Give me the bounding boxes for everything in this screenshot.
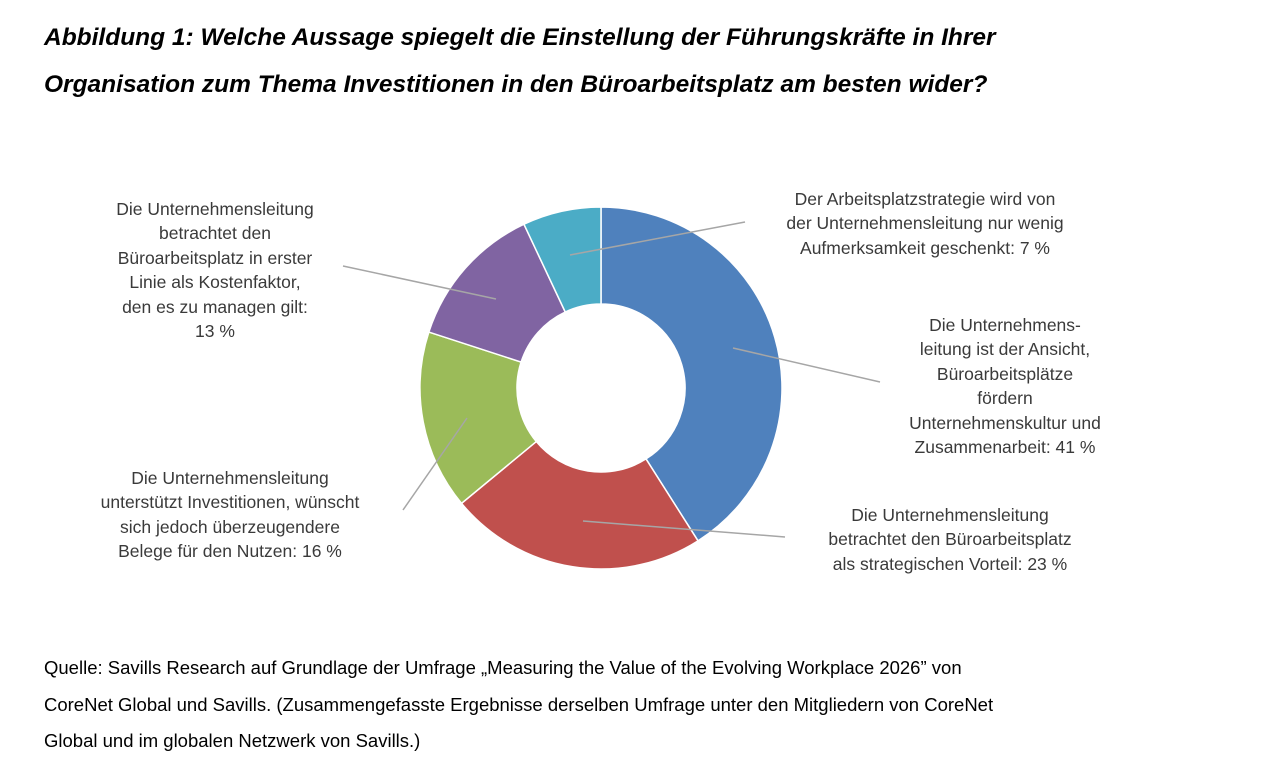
chart-title-line: Organisation zum Thema Investitionen in … xyxy=(44,71,988,98)
slice-label-line: Belege für den Nutzen: 16 % xyxy=(118,541,342,562)
slice-label-line: betrachtet den Büroarbeitsplatz xyxy=(828,529,1072,550)
leader-line-slice-16 xyxy=(402,417,468,511)
leader-line-slice-13 xyxy=(342,265,497,300)
chart-title: Abbildung 1: Welche Aussage spiegelt die… xyxy=(44,14,1244,108)
slice-label-line: Der Arbeitsplatzstrategie wird von xyxy=(794,189,1056,209)
source-line: CoreNet Global und Savills. (Zusammengef… xyxy=(44,693,994,715)
slice-label-line: der Unternehmensleitung nur wenig xyxy=(786,213,1064,234)
slice-label-line: Linie als Kostenfaktor, xyxy=(129,272,301,293)
slice-label-line: betrachtet den xyxy=(159,223,271,244)
slice-label-line: Die Unternehmens- xyxy=(929,315,1081,335)
source-line: Quelle: Savills Research auf Grundlage d… xyxy=(44,657,962,678)
slice-label-line: Die Unternehmensleitung xyxy=(116,199,314,219)
slice-label-line: leitung ist der Ansicht, xyxy=(919,339,1091,360)
slice-label-line: Die Unternehmensleitung xyxy=(851,505,1049,525)
slice-label-41: Die Unternehmens- leitung ist der Ansich… xyxy=(870,313,1140,459)
slice-41 xyxy=(600,206,783,542)
slice-label-line: Büroarbeitsplatz in erster xyxy=(117,247,313,268)
slice-7 xyxy=(522,206,602,313)
slice-label-line: 13 % xyxy=(195,321,235,342)
slice-label-line: sich jedoch überzeugendere xyxy=(120,516,340,537)
slice-label-line: Büroarbeitsplätze xyxy=(936,363,1074,384)
slice-label-7: Der Arbeitsplatzstrategie wird von der U… xyxy=(745,187,1105,260)
leader-line-slice-23 xyxy=(582,520,786,538)
chart-title-line: Abbildung 1: Welche Aussage spiegelt die… xyxy=(44,24,996,51)
leader-line-slice-41 xyxy=(732,347,881,383)
slice-label-line: den es zu managen gilt: xyxy=(122,296,308,317)
source-note: Quelle: Savills Research auf Grundlage d… xyxy=(44,650,1244,760)
slice-label-line: Zusammenarbeit: 41 % xyxy=(914,437,1096,458)
slice-13 xyxy=(427,223,567,363)
source-line: Global und im globalen Netzwerk von Savi… xyxy=(44,730,421,751)
slice-label-line: als strategischen Vorteil: 23 % xyxy=(832,553,1068,574)
slice-23 xyxy=(460,440,700,570)
slice-label-line: fördern xyxy=(977,388,1033,409)
slice-label-16: Die Unternehmensleitung unterstützt Inve… xyxy=(60,466,400,564)
slice-label-line: Die Unternehmensleitung xyxy=(131,468,329,488)
slice-16 xyxy=(419,331,538,505)
slice-label-line: Aufmerksamkeit geschenkt: 7 % xyxy=(800,237,1050,258)
slice-label-23: Die Unternehmensleitung betrachtet den B… xyxy=(790,503,1110,576)
slice-label-line: unterstützt Investitionen, wünscht xyxy=(100,492,360,513)
slice-label-13: Die Unternehmensleitung betrachtet den B… xyxy=(85,197,345,343)
slice-label-line: Unternehmenskultur und xyxy=(909,412,1101,433)
leader-line-slice-7 xyxy=(569,221,746,256)
